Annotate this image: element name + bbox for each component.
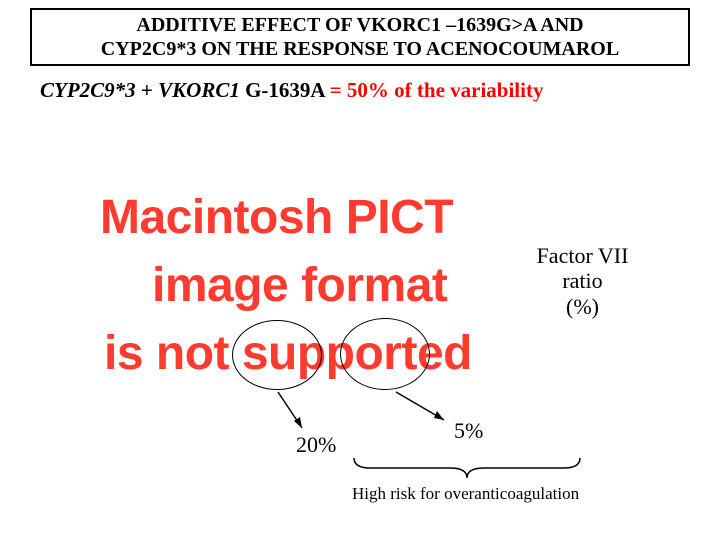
subtitle-plus: + xyxy=(136,78,158,102)
ellipse-right xyxy=(340,318,430,390)
subtitle-plain: G-1639A xyxy=(245,78,330,102)
risk-text: High risk for overanticoagulation xyxy=(352,484,579,504)
title-line-1: ADDITIVE EFFECT OF VKORC1 –1639G>A AND xyxy=(136,13,583,37)
factor-l1: Factor VII xyxy=(537,243,629,268)
subtitle-ital2: VKORC1 xyxy=(158,78,245,102)
factor-l3: (%) xyxy=(566,294,599,319)
subtitle: CYP2C9*3 + VKORC1 G-1639A = 50% of the v… xyxy=(40,78,680,103)
pct20-label: 20% xyxy=(296,432,336,458)
subtitle-red: = 50% of the variability xyxy=(330,78,544,102)
pct5-label: 5% xyxy=(454,418,483,444)
title-box: ADDITIVE EFFECT OF VKORC1 –1639G>A AND C… xyxy=(30,8,690,66)
ellipse-left xyxy=(232,320,322,390)
mac-line-2: image format xyxy=(152,258,447,313)
arrow-to-5 xyxy=(392,388,452,428)
mac-line-1: Macintosh PICT xyxy=(100,190,453,245)
brace xyxy=(350,454,584,482)
subtitle-ital1: CYP2C9*3 xyxy=(40,78,136,102)
arrow-to-20 xyxy=(272,388,312,436)
title-line-2: CYP2C9*3 ON THE RESPONSE TO ACENOCOUMARO… xyxy=(101,37,619,61)
factor-box: Factor VII ratio (%) xyxy=(510,238,655,324)
factor-l2: ratio xyxy=(562,268,602,293)
